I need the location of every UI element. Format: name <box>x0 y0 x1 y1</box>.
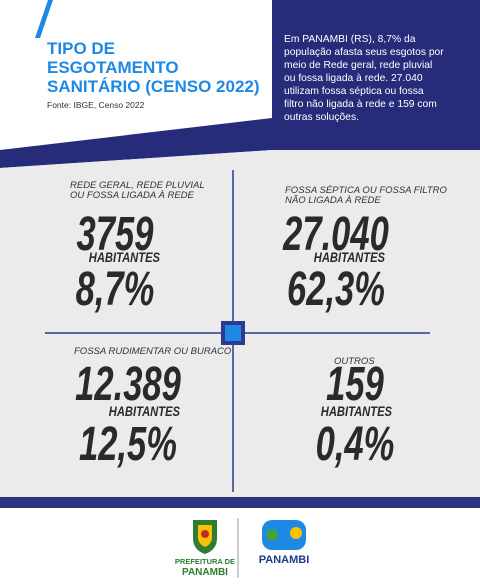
title: TIPO DE ESGOTAMENTO SANITÁRIO (CENSO 202… <box>47 39 260 96</box>
city-logo-dot <box>266 529 278 541</box>
summary-line: meio de Rede geral, rede pluvial <box>284 60 432 71</box>
logo-right: PANAMBI <box>259 554 310 566</box>
summary-line: população afasta seus esgotos por <box>284 47 444 58</box>
unit: HABITANTES <box>109 404 181 419</box>
unit: HABITANTES <box>89 250 161 265</box>
percent: 0,4% <box>316 416 395 470</box>
count: 3759 <box>77 206 154 260</box>
footer-bg <box>0 508 480 587</box>
summary-line: outras soluções. <box>284 112 359 123</box>
logo-left-line: PANAMBI <box>182 567 228 578</box>
category-label: FOSSA SÉPTICA OU FOSSA FILTRO <box>285 185 447 196</box>
title-line: ESGOTAMENTO <box>47 58 179 77</box>
header-wedge <box>0 118 272 168</box>
summary-box <box>272 0 480 150</box>
category-label: NÃO LIGADA À REDE <box>285 195 381 206</box>
shield-dot <box>201 530 209 538</box>
summary-line: filtro não ligada à rede e 159 com <box>284 99 437 110</box>
count: 159 <box>326 356 384 410</box>
header-edge <box>0 150 480 170</box>
city-logo-dot <box>290 527 302 539</box>
unit: HABITANTES <box>314 250 386 265</box>
category-label: OUTROS <box>334 356 375 367</box>
summary-line: utilizam fossa séptica ou fossa <box>284 86 424 97</box>
category-label: OU FOSSA LIGADA À REDE <box>70 190 195 201</box>
count: 27.040 <box>282 206 389 260</box>
percent: 8,7% <box>76 261 155 315</box>
source: Fonte: IBGE, Censo 2022 <box>47 100 145 110</box>
footer-band <box>0 497 480 508</box>
summary-line: Em PANAMBI (RS), 8,7% da <box>284 34 416 45</box>
logo-left-line: PREFEITURA DE <box>175 557 235 566</box>
summary: Em PANAMBI (RS), 8,7% da população afasta… <box>284 34 444 123</box>
summary-line: ou fossa ligada à rede. 27.040 <box>284 73 423 84</box>
count: 12.389 <box>75 356 181 410</box>
center-square-inner <box>225 325 241 341</box>
accent-stripe <box>35 0 53 38</box>
percent: 62,3% <box>287 261 385 315</box>
title-line: TIPO DE <box>47 39 115 58</box>
percent: 12,5% <box>79 416 177 470</box>
category-label: FOSSA RUDIMENTAR OU BURACO <box>74 346 232 357</box>
title-line: SANITÁRIO (CENSO 2022) <box>47 77 260 96</box>
unit: HABITANTES <box>321 404 393 419</box>
category-label: REDE GERAL, REDE PLUVIAL <box>70 180 205 191</box>
